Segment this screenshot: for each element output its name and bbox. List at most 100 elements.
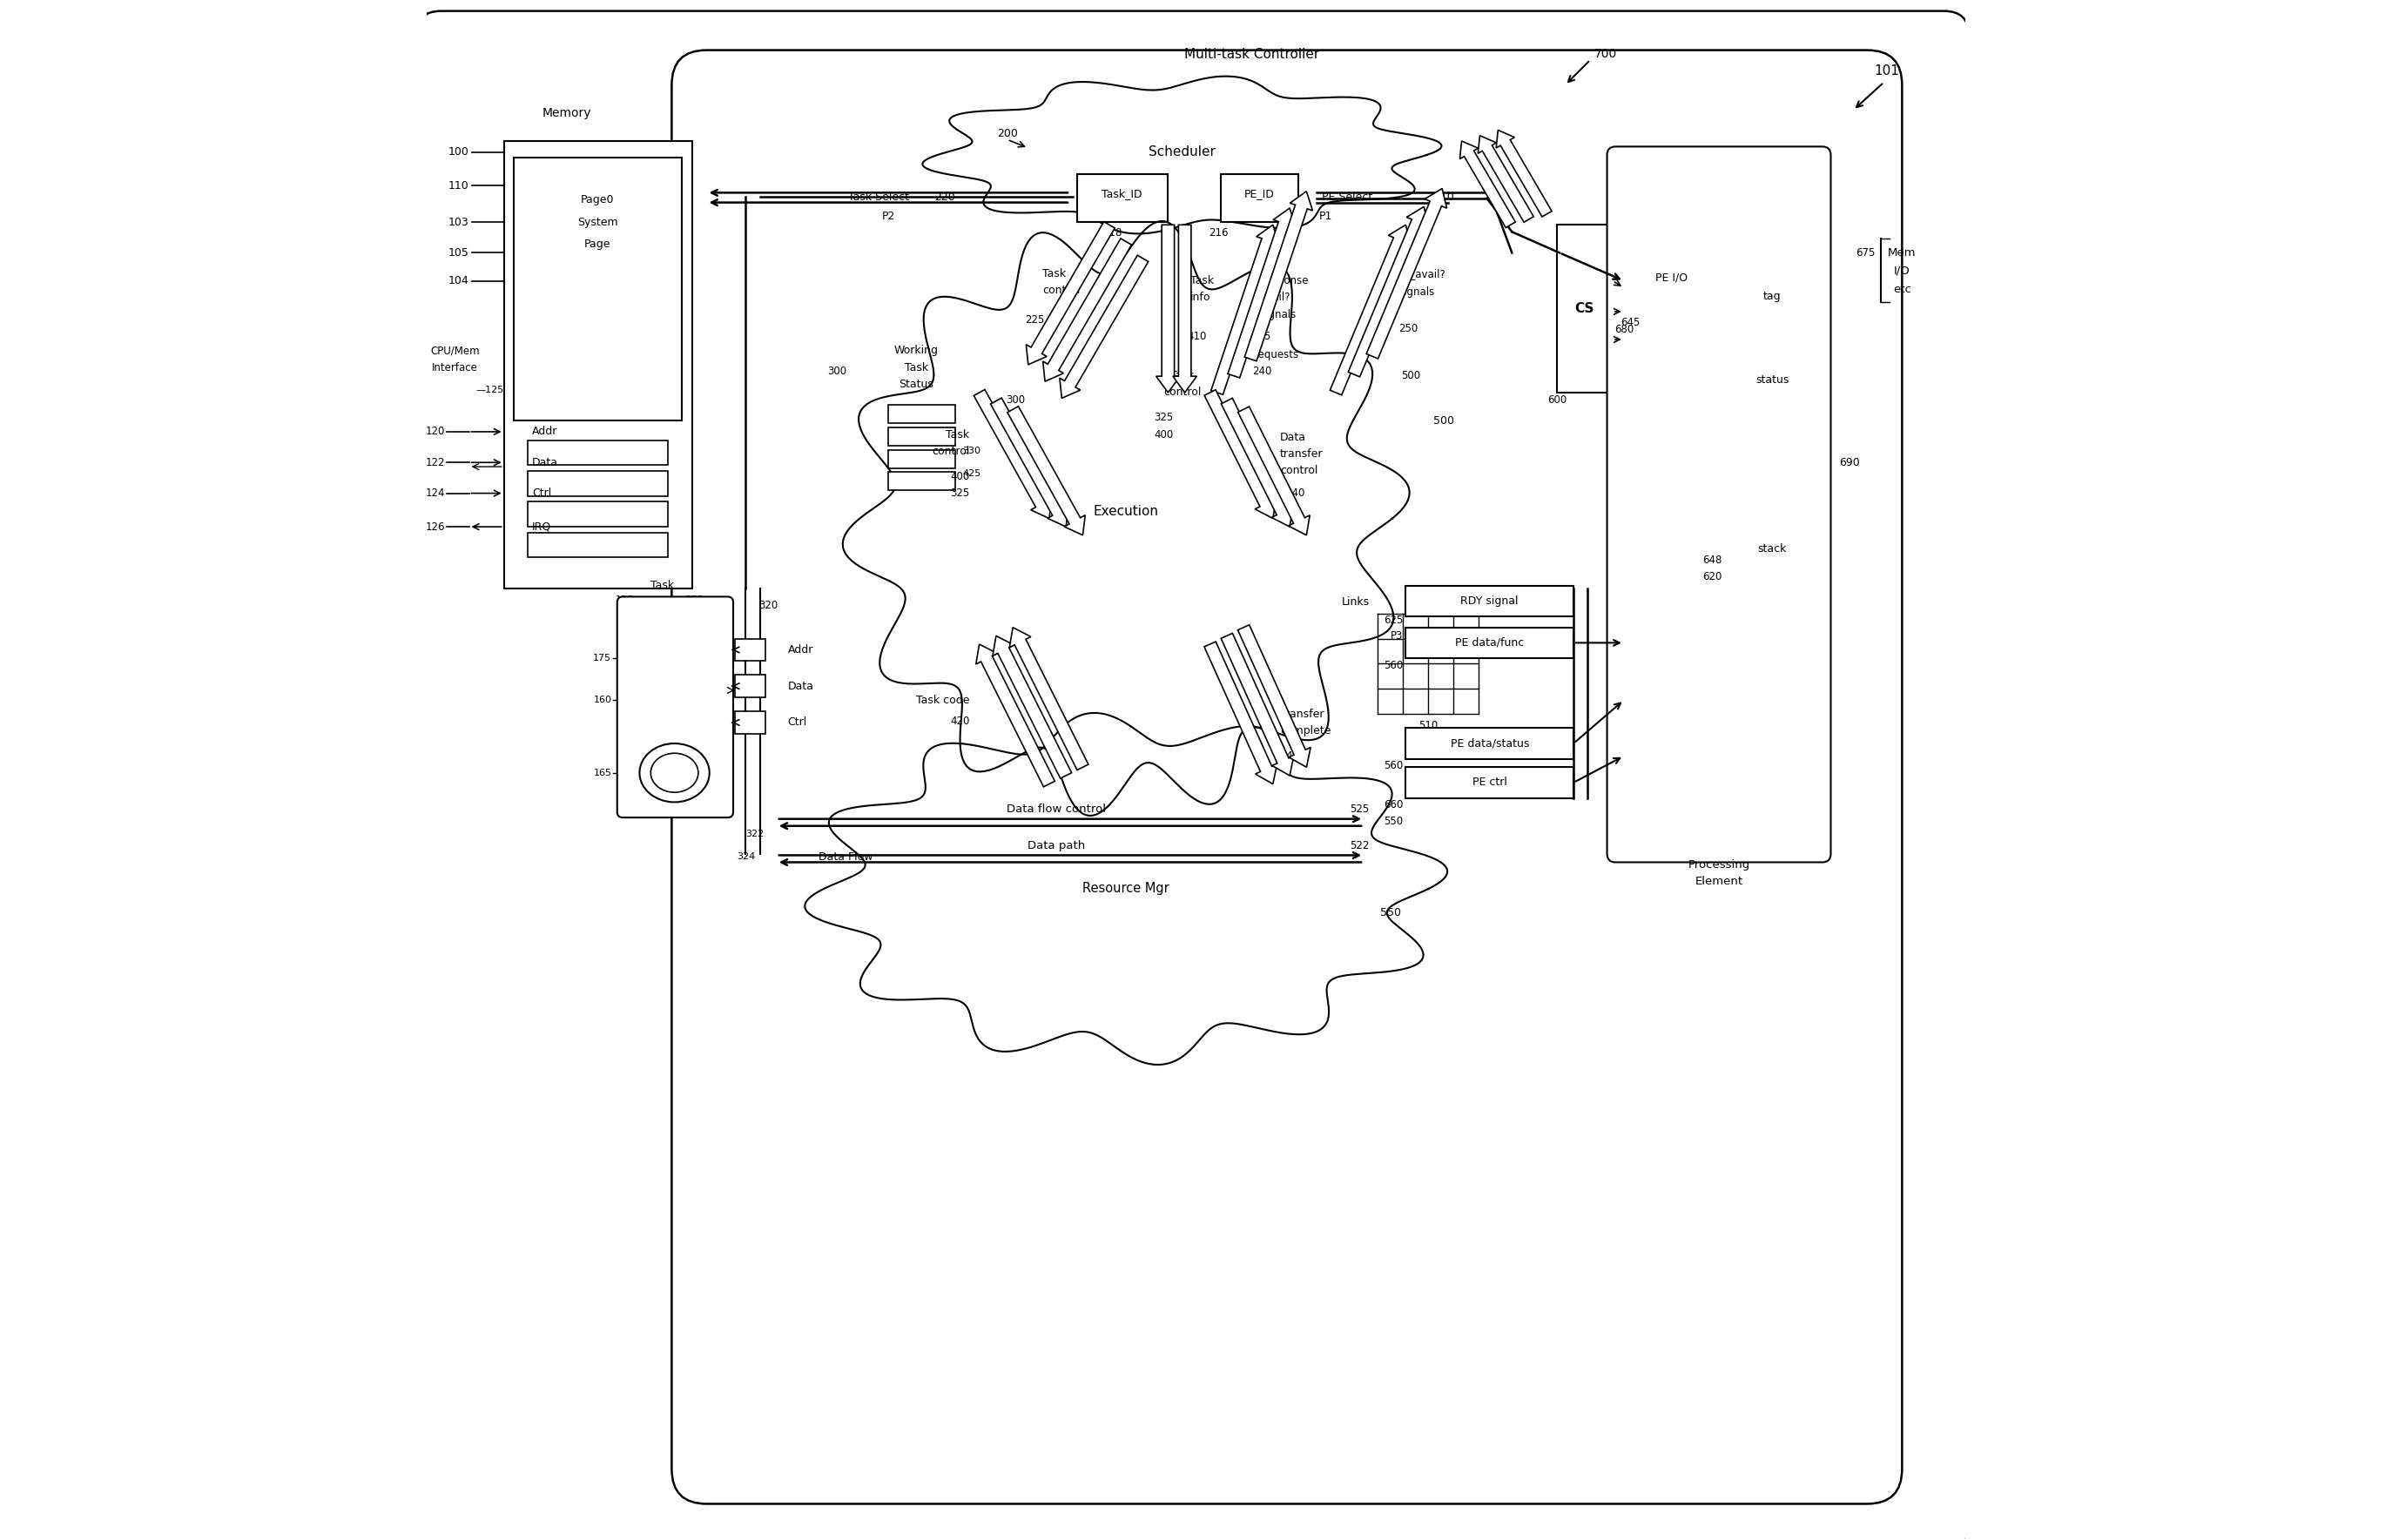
Bar xyxy=(1406,767,1574,798)
Text: 420: 420 xyxy=(950,716,969,727)
Text: signals: signals xyxy=(1261,308,1296,320)
FancyBboxPatch shape xyxy=(416,11,1969,1540)
Text: Addr: Addr xyxy=(531,427,557,437)
Text: Task_ID: Task_ID xyxy=(1103,188,1143,200)
Text: 510: 510 xyxy=(1418,719,1438,732)
Polygon shape xyxy=(1172,225,1196,393)
Text: stack: stack xyxy=(1758,544,1787,554)
Text: —125: —125 xyxy=(476,385,505,394)
Bar xyxy=(529,440,667,465)
Text: 324: 324 xyxy=(737,852,756,861)
Text: control: control xyxy=(933,445,969,457)
Bar xyxy=(529,502,667,527)
Text: PE ctrl: PE ctrl xyxy=(1471,776,1507,788)
Text: 550: 550 xyxy=(1380,907,1402,918)
Text: 450: 450 xyxy=(1285,750,1306,762)
Text: 325: 325 xyxy=(950,488,969,499)
Text: etc: etc xyxy=(1892,283,1911,294)
Text: P2: P2 xyxy=(883,211,895,222)
Text: Links: Links xyxy=(1342,596,1368,608)
Text: 300: 300 xyxy=(1007,394,1026,405)
Bar xyxy=(887,428,954,445)
Text: 660: 660 xyxy=(1383,799,1404,810)
Text: 300: 300 xyxy=(828,367,847,377)
Text: Memory: Memory xyxy=(543,106,591,119)
Text: avail?: avail? xyxy=(1261,293,1289,303)
Text: 101: 101 xyxy=(1873,65,1899,77)
Text: Task: Task xyxy=(904,362,928,373)
Text: 560: 560 xyxy=(1383,761,1404,772)
Text: Resource Mgr: Resource Mgr xyxy=(1084,882,1170,895)
Text: 225: 225 xyxy=(1026,314,1045,325)
Polygon shape xyxy=(1026,222,1115,365)
Bar xyxy=(514,157,682,420)
Text: 165: 165 xyxy=(593,768,612,778)
Text: 620: 620 xyxy=(1703,571,1722,582)
FancyBboxPatch shape xyxy=(617,596,734,818)
Text: status: status xyxy=(1756,374,1789,385)
Text: 104: 104 xyxy=(447,276,469,286)
Text: 550: 550 xyxy=(1383,816,1404,827)
Polygon shape xyxy=(1210,225,1280,394)
Text: Task: Task xyxy=(1170,370,1194,382)
Text: 425: 425 xyxy=(962,470,981,477)
Text: complete: complete xyxy=(1280,725,1330,736)
Polygon shape xyxy=(1203,642,1277,784)
Text: IRQ: IRQ xyxy=(531,521,550,533)
Text: Task code: Task code xyxy=(916,695,969,705)
Text: PE_ID: PE_ID xyxy=(1244,188,1275,200)
Polygon shape xyxy=(1330,225,1411,396)
Polygon shape xyxy=(1060,256,1148,399)
Text: 600: 600 xyxy=(1548,394,1567,405)
Text: PE I/O: PE I/O xyxy=(1655,273,1686,283)
Text: 150: 150 xyxy=(615,594,634,604)
Polygon shape xyxy=(990,397,1069,527)
Text: 240: 240 xyxy=(1251,367,1273,377)
Text: Task Select: Task Select xyxy=(849,191,909,203)
Polygon shape xyxy=(993,636,1072,778)
Bar xyxy=(1729,270,1813,323)
Text: tag: tag xyxy=(1763,291,1782,302)
Text: 680: 680 xyxy=(1615,323,1634,336)
Text: Data flow control: Data flow control xyxy=(1007,804,1105,815)
FancyBboxPatch shape xyxy=(1607,146,1830,862)
Text: Scheduler: Scheduler xyxy=(1148,146,1215,159)
Polygon shape xyxy=(1239,407,1311,536)
Text: PE data/status: PE data/status xyxy=(1450,738,1528,748)
Bar xyxy=(629,608,722,647)
Text: 126: 126 xyxy=(426,521,445,533)
Text: transfer: transfer xyxy=(1280,448,1323,460)
Text: Status: Status xyxy=(899,379,933,390)
Text: PE Select: PE Select xyxy=(1323,191,1373,203)
Bar xyxy=(629,687,722,701)
Bar xyxy=(629,702,722,718)
Text: Data Flow: Data Flow xyxy=(818,852,873,862)
Text: 330: 330 xyxy=(962,447,981,456)
Text: 110: 110 xyxy=(447,180,469,191)
Text: 160: 160 xyxy=(593,696,612,704)
Text: 250: 250 xyxy=(1399,323,1418,334)
Text: Multi-task Controller: Multi-task Controller xyxy=(1184,48,1320,62)
Polygon shape xyxy=(976,644,1055,787)
Polygon shape xyxy=(974,390,1052,519)
Text: PE data/func: PE data/func xyxy=(1454,638,1524,648)
Polygon shape xyxy=(1495,129,1552,217)
Text: 216: 216 xyxy=(1208,228,1227,239)
Text: P3: P3 xyxy=(1390,630,1404,642)
Bar xyxy=(734,639,765,661)
Text: Task: Task xyxy=(1043,268,1067,279)
Polygon shape xyxy=(1244,191,1313,360)
Bar xyxy=(734,711,765,733)
Text: 120: 120 xyxy=(426,427,445,437)
Text: 105: 105 xyxy=(447,246,469,259)
Text: Processing: Processing xyxy=(1689,859,1751,870)
Polygon shape xyxy=(1222,399,1294,527)
Text: 175: 175 xyxy=(593,654,612,662)
Text: 155: 155 xyxy=(687,594,703,604)
Text: 325: 325 xyxy=(1155,413,1174,424)
Bar xyxy=(887,405,954,424)
Text: 525: 525 xyxy=(1349,804,1368,815)
Bar xyxy=(1406,585,1574,616)
Text: 690: 690 xyxy=(1839,457,1861,468)
Polygon shape xyxy=(1155,225,1179,393)
